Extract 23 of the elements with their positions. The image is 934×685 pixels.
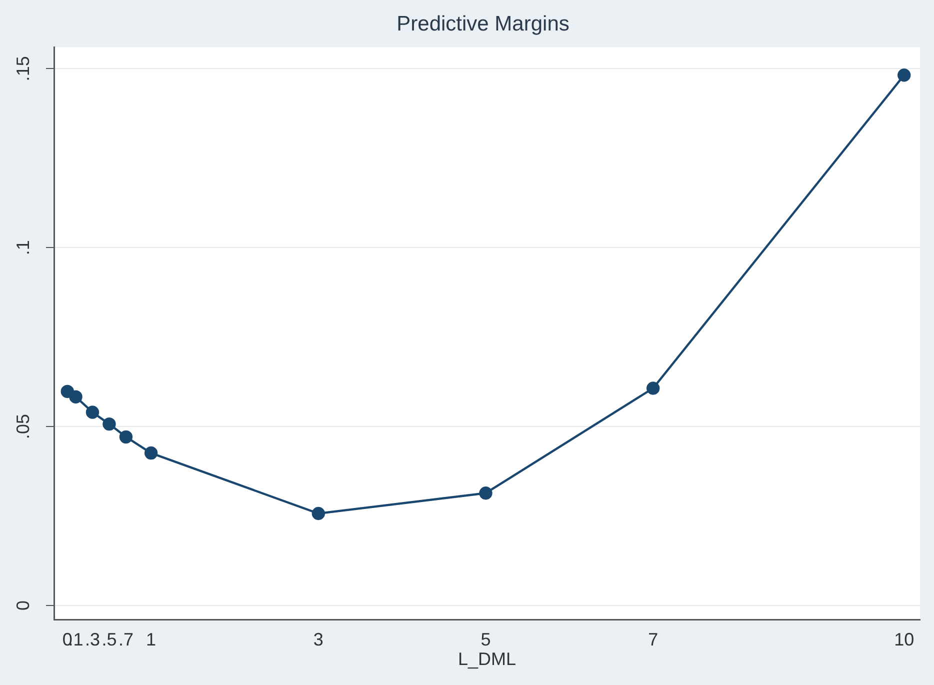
point: [102, 417, 116, 431]
x-axis-title: L_DML: [458, 649, 516, 670]
x-tick-label: 5: [480, 630, 491, 650]
x-tick-label: 10: [894, 630, 914, 650]
point: [119, 430, 133, 444]
point: [144, 446, 158, 460]
point: [312, 506, 325, 520]
point: [86, 406, 100, 419]
point: [898, 68, 911, 82]
point: [646, 382, 660, 395]
y-tick-label: .15: [12, 56, 33, 82]
x-tick-label: 1: [146, 630, 156, 650]
x-tick-label: .7: [118, 630, 134, 650]
x-tick-label: .5: [102, 630, 117, 650]
x-tick-label: 7: [648, 630, 658, 650]
x-tick-label: 3: [313, 630, 324, 650]
point: [69, 390, 82, 404]
y-tick-label: .1: [12, 240, 33, 256]
y-tick-label: .05: [12, 414, 33, 440]
point: [479, 486, 492, 500]
y-tick-label: 0: [12, 600, 33, 610]
chart-title: Predictive Margins: [396, 12, 570, 36]
x-tick-label: .3: [84, 630, 100, 650]
